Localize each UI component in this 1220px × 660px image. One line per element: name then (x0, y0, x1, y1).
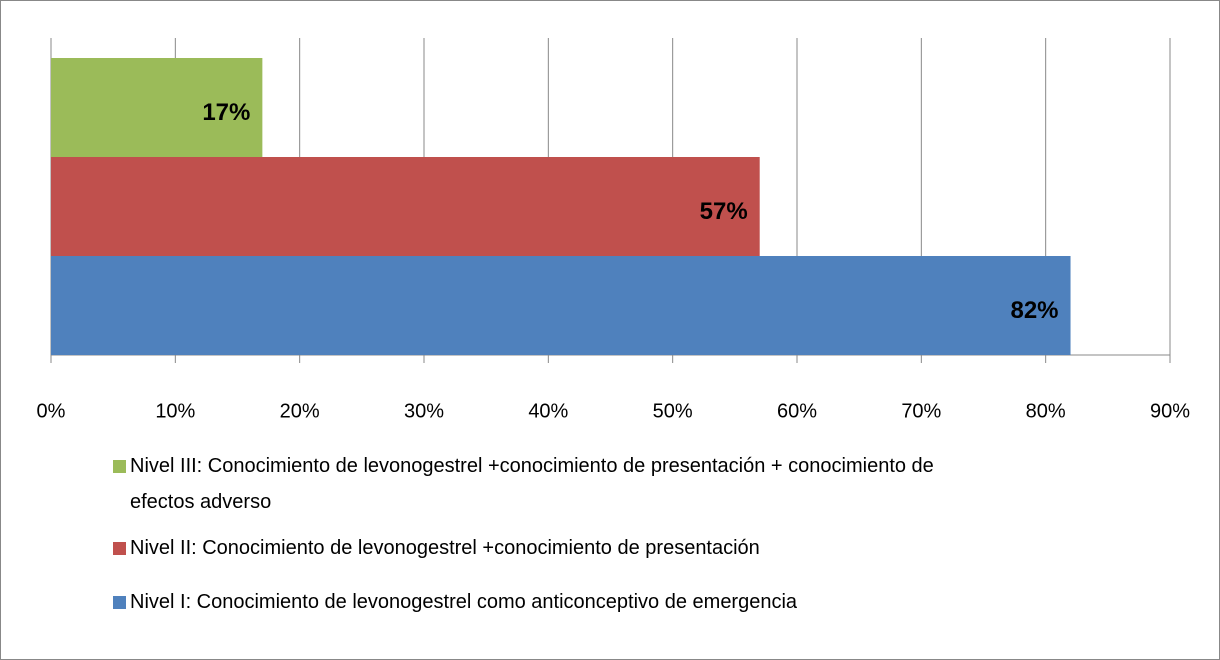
value-label: 17% (202, 99, 250, 126)
value-label: 57% (700, 198, 748, 225)
x-tick-label: 10% (155, 400, 195, 422)
legend-swatch (113, 596, 126, 609)
bar (51, 256, 1071, 355)
x-tick-label: 80% (1026, 400, 1066, 422)
legend-entry: Nivel II: Conocimiento de levonogestrel … (113, 530, 983, 566)
bar (51, 157, 760, 256)
x-tick-label: 60% (777, 400, 817, 422)
value-label: 82% (1010, 297, 1058, 324)
legend-label: Nivel III: Conocimiento de levonogestrel… (130, 455, 934, 513)
legend-entry: Nivel I: Conocimiento de levonogestrel c… (113, 584, 983, 620)
x-tick-label: 90% (1150, 400, 1190, 422)
x-tick-label: 40% (528, 400, 568, 422)
x-tick-label: 50% (653, 400, 693, 422)
legend-label: Nivel II: Conocimiento de levonogestrel … (130, 537, 760, 559)
legend-swatch (113, 542, 126, 555)
x-tick-label: 20% (280, 400, 320, 422)
x-tick-label: 70% (901, 400, 941, 422)
bar (51, 58, 263, 157)
legend-swatch (113, 460, 126, 473)
legend-label: Nivel I: Conocimiento de levonogestrel c… (130, 591, 798, 613)
x-tick-label: 30% (404, 400, 444, 422)
x-tick-label: 0% (37, 400, 66, 422)
legend-entry: Nivel III: Conocimiento de levonogestrel… (113, 448, 983, 520)
